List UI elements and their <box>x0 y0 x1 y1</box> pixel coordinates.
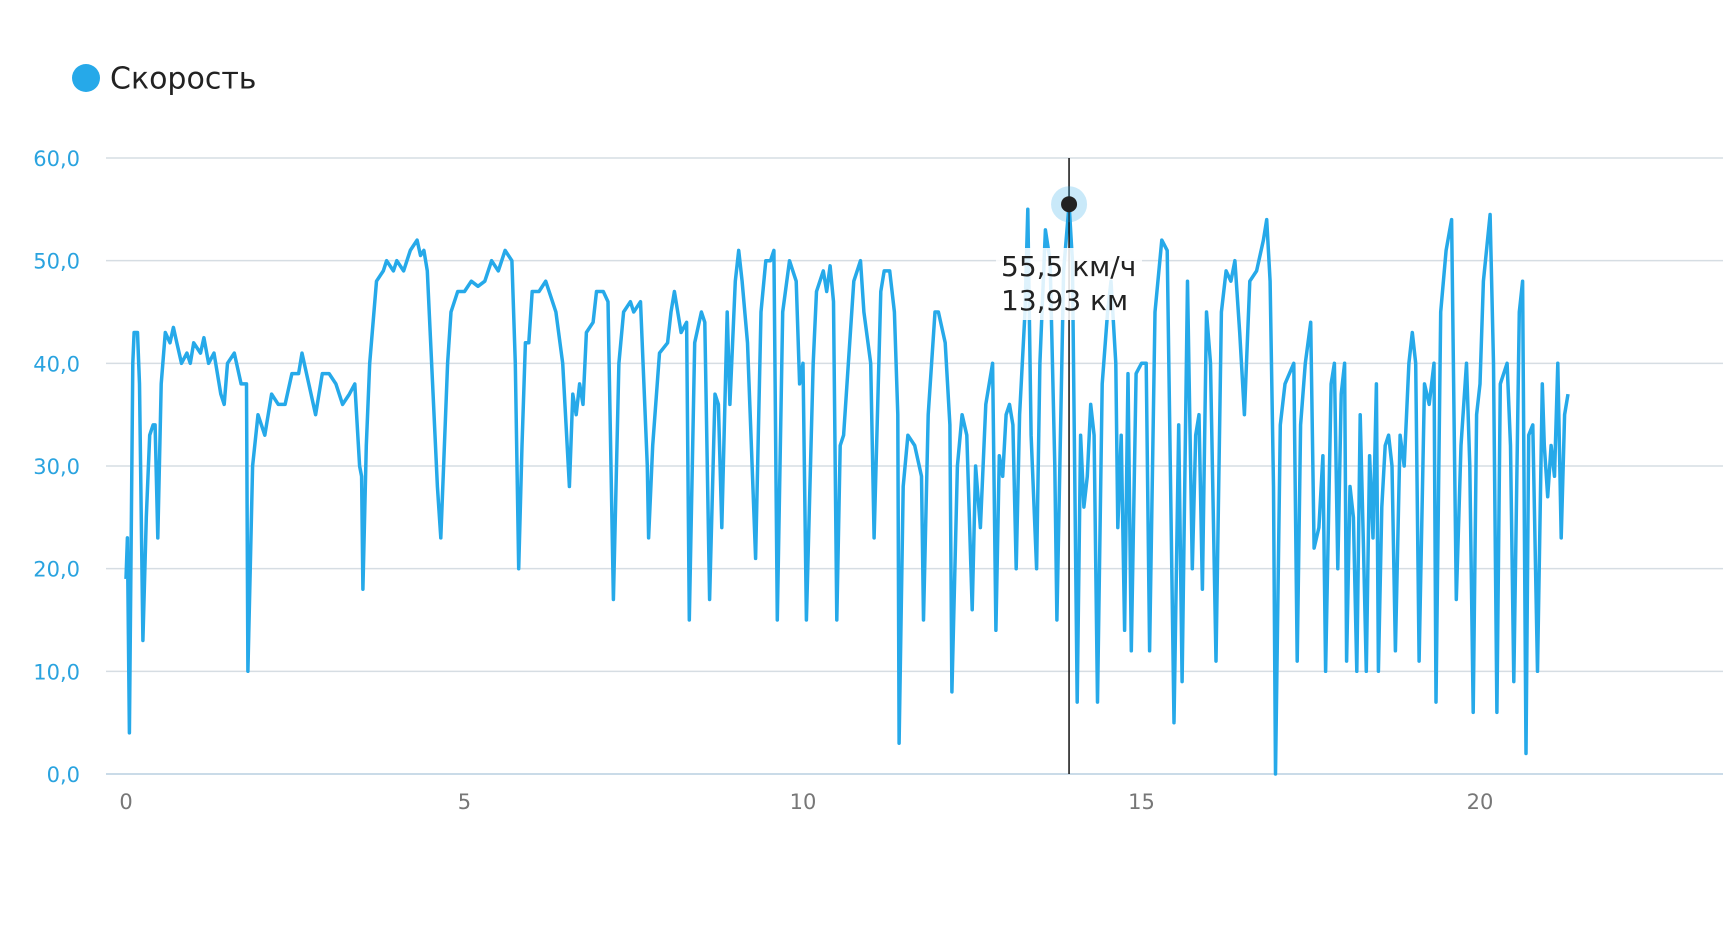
y-tick-label: 60,0 <box>33 147 80 171</box>
speed-line <box>124 202 1570 776</box>
y-tick-label: 20,0 <box>33 558 80 582</box>
x-tick-label: 0 <box>119 790 132 814</box>
tooltip-bg <box>996 248 1142 320</box>
y-tick-label: 10,0 <box>33 660 80 684</box>
y-tick-label: 0,0 <box>47 763 80 787</box>
tooltip-value: 55,5 км/ч <box>1001 250 1136 283</box>
hover-point <box>1061 196 1078 213</box>
legend-marker[interactable] <box>72 64 100 92</box>
y-tick-label: 40,0 <box>33 352 80 376</box>
x-tick-label: 15 <box>1128 790 1155 814</box>
tooltip-distance: 13,93 км <box>1001 284 1128 317</box>
y-tick-label: 30,0 <box>33 455 80 479</box>
legend-label[interactable]: Скорость <box>110 62 256 97</box>
x-tick-label: 20 <box>1467 790 1494 814</box>
y-tick-label: 50,0 <box>33 250 80 274</box>
x-tick-label: 5 <box>458 790 471 814</box>
x-tick-label: 10 <box>790 790 817 814</box>
